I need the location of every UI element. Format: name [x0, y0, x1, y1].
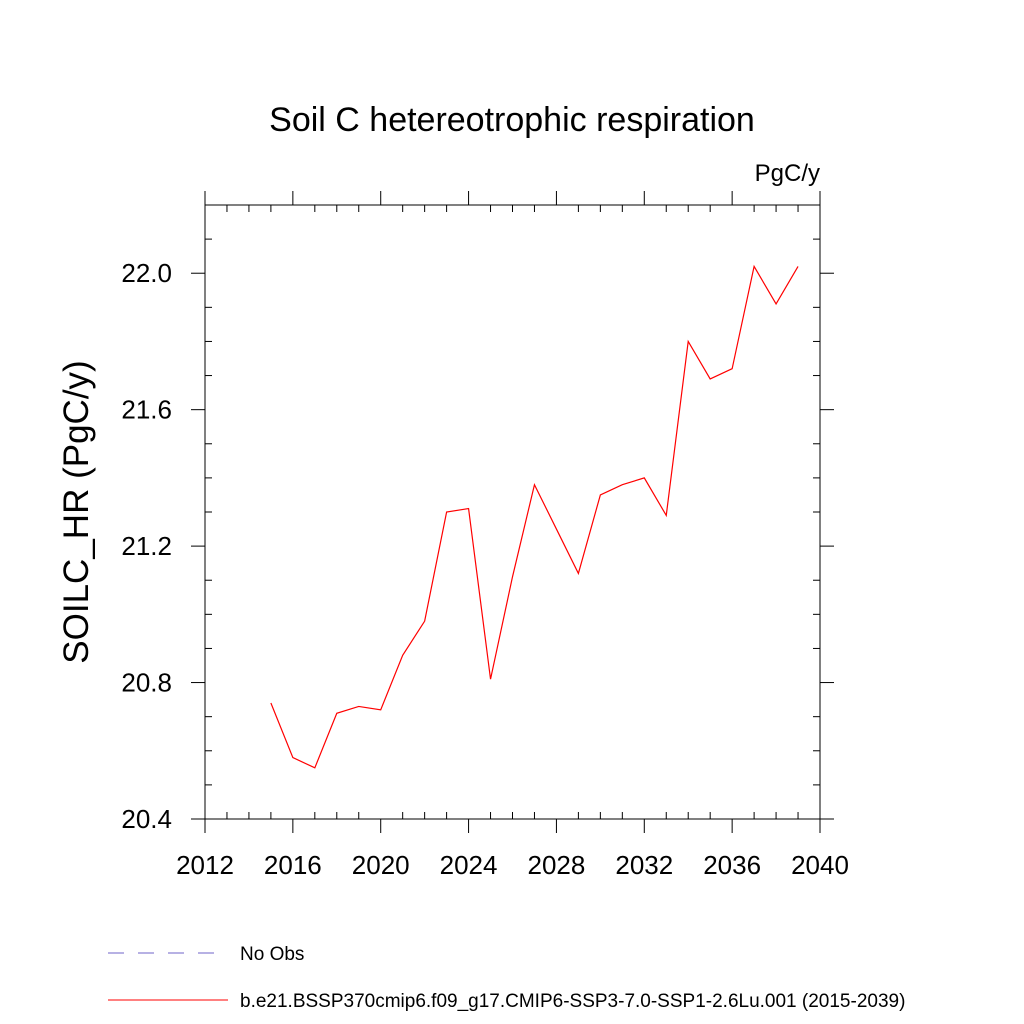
- x-tick-label: 2036: [703, 850, 761, 880]
- data-point: [423, 620, 426, 623]
- data-point: [665, 514, 668, 517]
- data-point: [709, 377, 712, 380]
- data-point: [643, 476, 646, 479]
- units-label: PgC/y: [755, 160, 820, 187]
- data-point: [731, 367, 734, 370]
- data-point: [335, 712, 338, 715]
- x-tick-label: 2020: [352, 850, 410, 880]
- data-point: [687, 340, 690, 343]
- x-tick-label: 2040: [791, 850, 849, 880]
- data-point: [797, 265, 800, 268]
- data-point: [511, 575, 514, 578]
- x-tick-label: 2012: [176, 850, 234, 880]
- y-tick-label: 20.4: [121, 804, 172, 834]
- x-tick-label: 2028: [528, 850, 586, 880]
- data-point: [291, 756, 294, 759]
- data-point: [533, 483, 536, 486]
- legend: No Obs b.e21.BSSP370cmip6.f09_g17.CMIP6-…: [108, 944, 905, 1012]
- x-tick-labels: 2012 2016 2020 2024 2028 2032 2036 2040: [176, 850, 849, 880]
- y-tick-label: 20.8: [121, 668, 172, 698]
- data-point: [489, 678, 492, 681]
- legend-label-series: b.e21.BSSP370cmip6.f09_g17.CMIP6-SSP3-7.…: [240, 991, 905, 1012]
- data-point: [599, 493, 602, 496]
- data-point: [467, 507, 470, 510]
- y-tick-label: 21.6: [121, 395, 172, 425]
- data-point: [753, 265, 756, 268]
- series-line: [270, 264, 799, 769]
- data-point: [401, 654, 404, 657]
- data-point: [445, 511, 448, 514]
- x-tick-label: 2016: [264, 850, 322, 880]
- data-point: [269, 702, 272, 705]
- data-point: [379, 708, 382, 711]
- data-point: [577, 572, 580, 575]
- x-tick-label: 2024: [440, 850, 498, 880]
- axis-ticks: [191, 191, 834, 833]
- data-point: [775, 302, 778, 305]
- chart-title: Soil C hetereotrophic respiration: [269, 101, 755, 139]
- y-tick-labels: 20.4 20.8 21.2 21.6 22.0: [121, 258, 172, 834]
- data-point: [357, 705, 360, 708]
- data-point: [555, 528, 558, 531]
- data-point: [621, 483, 624, 486]
- x-tick-label: 2032: [615, 850, 673, 880]
- y-tick-label: 22.0: [121, 258, 172, 288]
- data-point: [313, 766, 316, 769]
- y-axis-label: SOILC_HR (PgC/y): [57, 360, 96, 663]
- legend-label-no-obs: No Obs: [240, 944, 304, 965]
- y-tick-label: 21.2: [121, 531, 172, 561]
